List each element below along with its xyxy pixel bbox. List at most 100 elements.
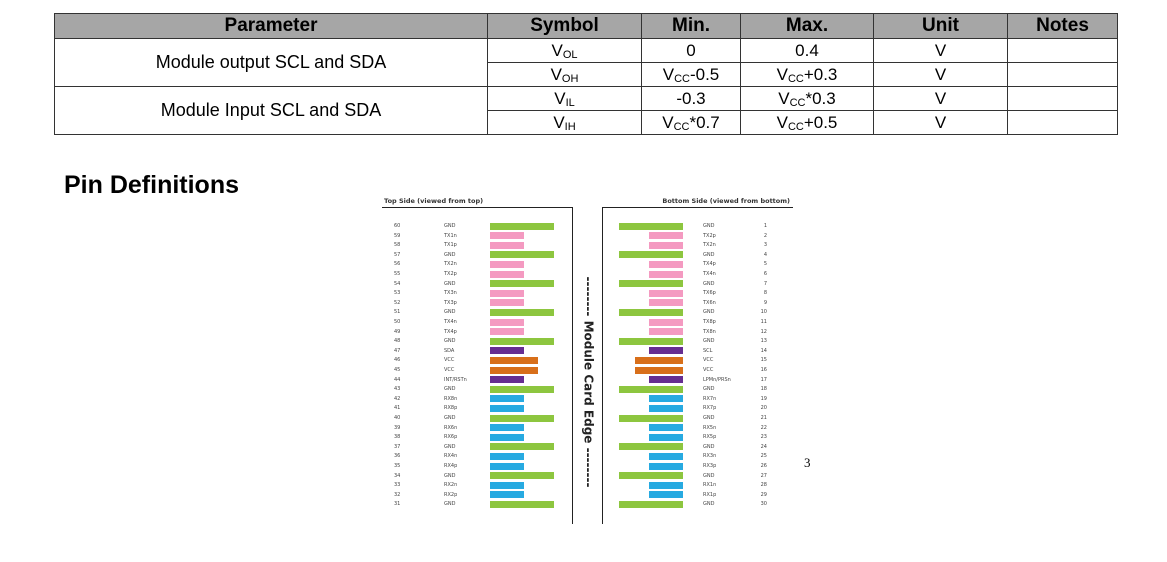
pin-row: 50 TX4n bbox=[382, 318, 572, 326]
pin-signal-label: RX6p bbox=[444, 434, 458, 441]
bottom-side-title: Bottom Side (viewed from bottom) bbox=[662, 197, 790, 205]
pin-number: 32 bbox=[394, 491, 401, 498]
pin-row: 24 GND bbox=[603, 443, 793, 451]
notes-cell bbox=[1007, 62, 1118, 87]
min-cell: VCC*0.7 bbox=[641, 110, 741, 135]
pin-row: 51 GND bbox=[382, 308, 572, 316]
pin-contact-pad bbox=[490, 366, 538, 374]
pin-number: 20 bbox=[760, 405, 767, 412]
pin-row: 16 VCC bbox=[603, 366, 793, 374]
pin-row: 6 TX4n bbox=[603, 270, 793, 278]
pin-contact-pad bbox=[619, 222, 683, 230]
pin-signal-label: GND bbox=[703, 472, 715, 479]
pin-row: 54 GND bbox=[382, 280, 572, 288]
pin-signal-label: TX6p bbox=[703, 290, 716, 297]
pin-signal-label: TX2p bbox=[703, 232, 716, 239]
pin-contact-pad bbox=[619, 280, 683, 288]
pin-number: 39 bbox=[394, 424, 401, 431]
pin-signal-label: GND bbox=[444, 472, 456, 479]
pin-row: 48 GND bbox=[382, 337, 572, 345]
pin-row: 7 GND bbox=[603, 280, 793, 288]
pin-number: 50 bbox=[394, 319, 401, 325]
pin-row: 38 RX6p bbox=[382, 433, 572, 441]
pin-number: 12 bbox=[760, 328, 767, 335]
pin-contact-pad bbox=[649, 241, 683, 249]
pin-signal-label: RX7n bbox=[703, 395, 717, 402]
pin-contact-pad bbox=[490, 270, 524, 278]
pin-row: 60 GND bbox=[382, 222, 572, 230]
pin-number: 51 bbox=[394, 309, 401, 316]
pin-signal-label: GND bbox=[703, 443, 715, 450]
pin-number: 9 bbox=[763, 299, 767, 306]
pin-contact-pad bbox=[490, 251, 554, 259]
pin-row: 26 RX3p bbox=[603, 462, 793, 470]
pin-contact-pad bbox=[490, 452, 524, 460]
pin-number: 34 bbox=[394, 472, 401, 479]
pin-contact-pad bbox=[649, 462, 683, 470]
pin-contact-pad bbox=[649, 289, 683, 297]
pin-signal-label: TX2p bbox=[444, 271, 457, 277]
pin-signal-label: RX7p bbox=[703, 405, 717, 412]
pin-contact-pad bbox=[619, 500, 683, 508]
pin-number: 28 bbox=[760, 482, 767, 489]
pin-signal-label: GND bbox=[444, 501, 456, 508]
electrical-spec-table: Parameter Symbol Min. Max. Unit Notes Mo… bbox=[54, 13, 1118, 135]
header-unit: Unit bbox=[873, 13, 1008, 39]
pin-signal-label: TX8p bbox=[703, 319, 716, 325]
top-side-panel: 60 GND 59 TX1n 58 TX1p 57 GND 56 TX2n 55 TX2p 54 GND 5… bbox=[382, 207, 573, 524]
pin-contact-pad bbox=[649, 318, 683, 326]
pin-contact-pad bbox=[490, 481, 524, 489]
pin-row: 46 VCC bbox=[382, 356, 572, 364]
pin-number: 16 bbox=[760, 367, 767, 373]
pin-row: 37 GND bbox=[382, 443, 572, 451]
pin-signal-label: GND bbox=[703, 338, 715, 345]
pin-row: 20 RX7p bbox=[603, 404, 793, 412]
pin-contact-pad bbox=[619, 337, 683, 345]
symbol-cell: VOL bbox=[487, 38, 642, 63]
pin-row: 44 INT/RSTn bbox=[382, 376, 572, 384]
pin-signal-label: VCC bbox=[444, 357, 455, 364]
unit-cell: V bbox=[873, 62, 1008, 87]
pin-row: 9 TX6n bbox=[603, 299, 793, 307]
pin-signal-label: TX1p bbox=[444, 242, 457, 249]
pin-row: 45 VCC bbox=[382, 366, 572, 374]
pin-row: 36 RX4n bbox=[382, 452, 572, 460]
pin-contact-pad bbox=[490, 462, 524, 470]
pin-signal-label: SCL bbox=[703, 347, 713, 354]
pin-number: 25 bbox=[760, 453, 767, 460]
pin-row: 29 RX1p bbox=[603, 491, 793, 499]
pin-signal-label: GND bbox=[703, 415, 715, 421]
pin-signal-label: TX3n bbox=[444, 290, 457, 297]
pin-contact-pad bbox=[490, 443, 554, 451]
pin-signal-label: GND bbox=[444, 251, 456, 258]
pin-number: 26 bbox=[760, 463, 767, 469]
pin-signal-label: RX5n bbox=[703, 424, 717, 431]
pin-number: 35 bbox=[394, 463, 401, 469]
pin-signal-label: VCC bbox=[703, 367, 714, 373]
pin-contact-pad bbox=[490, 500, 554, 508]
min-cell: -0.3 bbox=[641, 86, 741, 111]
pin-row: 5 TX4p bbox=[603, 260, 793, 268]
pin-row: 14 SCL bbox=[603, 347, 793, 355]
pin-signal-label: RX8n bbox=[444, 395, 458, 402]
symbol-subscript: IH bbox=[564, 120, 576, 133]
pin-number: 37 bbox=[394, 443, 401, 450]
pin-row: 49 TX4p bbox=[382, 328, 572, 336]
pin-contact-pad bbox=[649, 424, 683, 432]
pin-contact-pad bbox=[490, 289, 524, 297]
pin-signal-label: TX6n bbox=[703, 299, 716, 306]
pin-contact-pad bbox=[649, 260, 683, 268]
pin-signal-label: TX1n bbox=[444, 232, 457, 239]
pin-signal-label: RX3p bbox=[703, 463, 717, 469]
pin-contact-pad bbox=[619, 251, 683, 259]
pin-signal-label: GND bbox=[703, 251, 715, 258]
header-min: Min. bbox=[641, 13, 741, 39]
pin-row: 52 TX3p bbox=[382, 299, 572, 307]
pin-number: 30 bbox=[760, 501, 767, 508]
symbol-cell: VOH bbox=[487, 62, 642, 87]
pin-contact-pad bbox=[619, 385, 683, 393]
pin-number: 46 bbox=[394, 357, 401, 364]
pin-row: 11 TX8p bbox=[603, 318, 793, 326]
pin-contact-pad bbox=[490, 414, 554, 422]
pin-number: 53 bbox=[394, 290, 401, 297]
